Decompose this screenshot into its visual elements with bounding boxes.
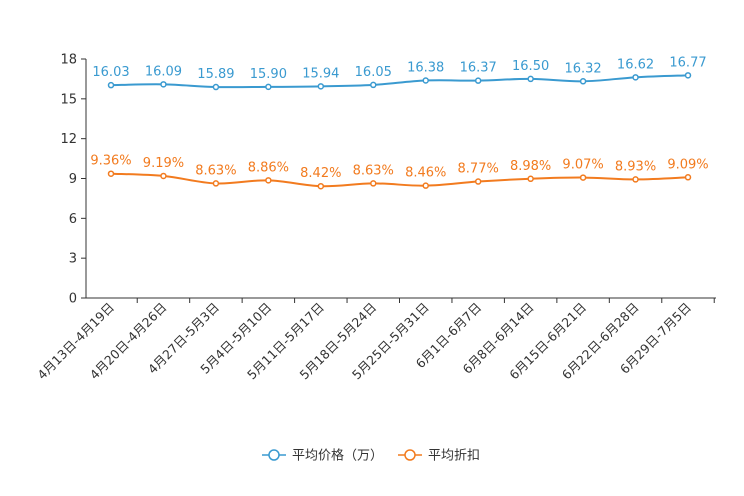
data-label: 8.77%	[458, 162, 499, 177]
legend-label: 平均折扣	[428, 449, 480, 464]
data-point[interactable]	[474, 178, 482, 185]
data-label: 8.42%	[300, 166, 341, 181]
data-point[interactable]	[579, 174, 587, 181]
data-point[interactable]	[160, 172, 167, 180]
chart-axes: 03691215184月13日-4月19日4月20日-4月26日4月27日-5月…	[34, 53, 716, 382]
y-tick-label: 12	[60, 132, 77, 147]
data-label: 8.63%	[353, 163, 394, 178]
y-tick-label: 6	[69, 212, 77, 227]
data-point[interactable]	[422, 182, 429, 189]
data-point[interactable]	[265, 83, 272, 91]
chart-legend[interactable]: 平均价格（万） 平均折扣	[262, 448, 480, 464]
data-label: 8.86%	[248, 160, 289, 175]
legend-marker-icon	[404, 449, 416, 461]
data-point[interactable]	[474, 77, 482, 84]
data-label: 9.36%	[90, 154, 131, 169]
legend-marker-icon	[268, 449, 280, 461]
data-label: 16.03	[92, 65, 129, 80]
data-label: 16.37	[460, 61, 497, 76]
data-label: 8.93%	[615, 159, 656, 174]
series-2: 9.36% 9.19% 8.63% 8.86% 8.42% 8.63% 8.46% 8.77%…	[90, 154, 709, 190]
data-label: 16.38	[407, 61, 444, 76]
y-tick-label: 3	[69, 252, 77, 267]
data-point[interactable]	[370, 180, 377, 187]
data-label: 15.89	[197, 67, 234, 82]
legend-item-2[interactable]: 平均折扣	[398, 449, 480, 464]
data-label: 8.98%	[510, 159, 551, 174]
data-label: 15.94	[302, 66, 339, 81]
data-point[interactable]	[317, 83, 325, 90]
data-label: 8.63%	[195, 163, 236, 178]
y-tick-label: 18	[60, 53, 77, 68]
data-point[interactable]	[684, 72, 692, 79]
data-point[interactable]	[107, 170, 115, 177]
data-label: 9.19%	[143, 156, 184, 171]
chart-series: 16.03 16.09 15.89 15.90 15.94 16.05 16.38 16.37…	[90, 55, 709, 190]
data-label: 16.50	[512, 59, 549, 74]
series-1: 16.03 16.09 15.89 15.90 15.94 16.05 16.38 16.37…	[92, 55, 707, 91]
data-point[interactable]	[579, 78, 587, 85]
data-point[interactable]	[684, 174, 692, 181]
y-tick-label: 0	[69, 292, 77, 307]
y-tick-label: 15	[60, 92, 77, 107]
data-point[interactable]	[317, 182, 325, 190]
data-label: 16.32	[564, 61, 601, 76]
data-label: 16.09	[145, 64, 182, 79]
data-label: 9.09%	[667, 157, 708, 172]
data-point[interactable]	[527, 75, 534, 83]
data-label: 16.05	[355, 65, 392, 80]
data-point[interactable]	[265, 177, 272, 184]
data-label: 9.07%	[562, 158, 603, 173]
legend-item-1[interactable]: 平均价格（万）	[262, 448, 383, 464]
data-point[interactable]	[632, 74, 639, 81]
series-line	[110, 74, 689, 89]
data-point[interactable]	[107, 81, 115, 89]
legend-label: 平均价格（万）	[292, 448, 383, 464]
data-point[interactable]	[422, 77, 429, 84]
data-label: 8.46%	[405, 166, 446, 181]
data-point[interactable]	[212, 83, 220, 91]
data-point[interactable]	[212, 180, 220, 187]
data-label: 15.90	[250, 67, 287, 82]
data-point[interactable]	[527, 175, 534, 183]
series-line	[110, 172, 689, 188]
data-point[interactable]	[632, 176, 639, 183]
data-label: 16.77	[669, 55, 706, 70]
data-label: 16.62	[617, 57, 654, 72]
data-point[interactable]	[160, 81, 167, 88]
data-point[interactable]	[370, 81, 377, 89]
y-tick-label: 9	[69, 172, 77, 187]
